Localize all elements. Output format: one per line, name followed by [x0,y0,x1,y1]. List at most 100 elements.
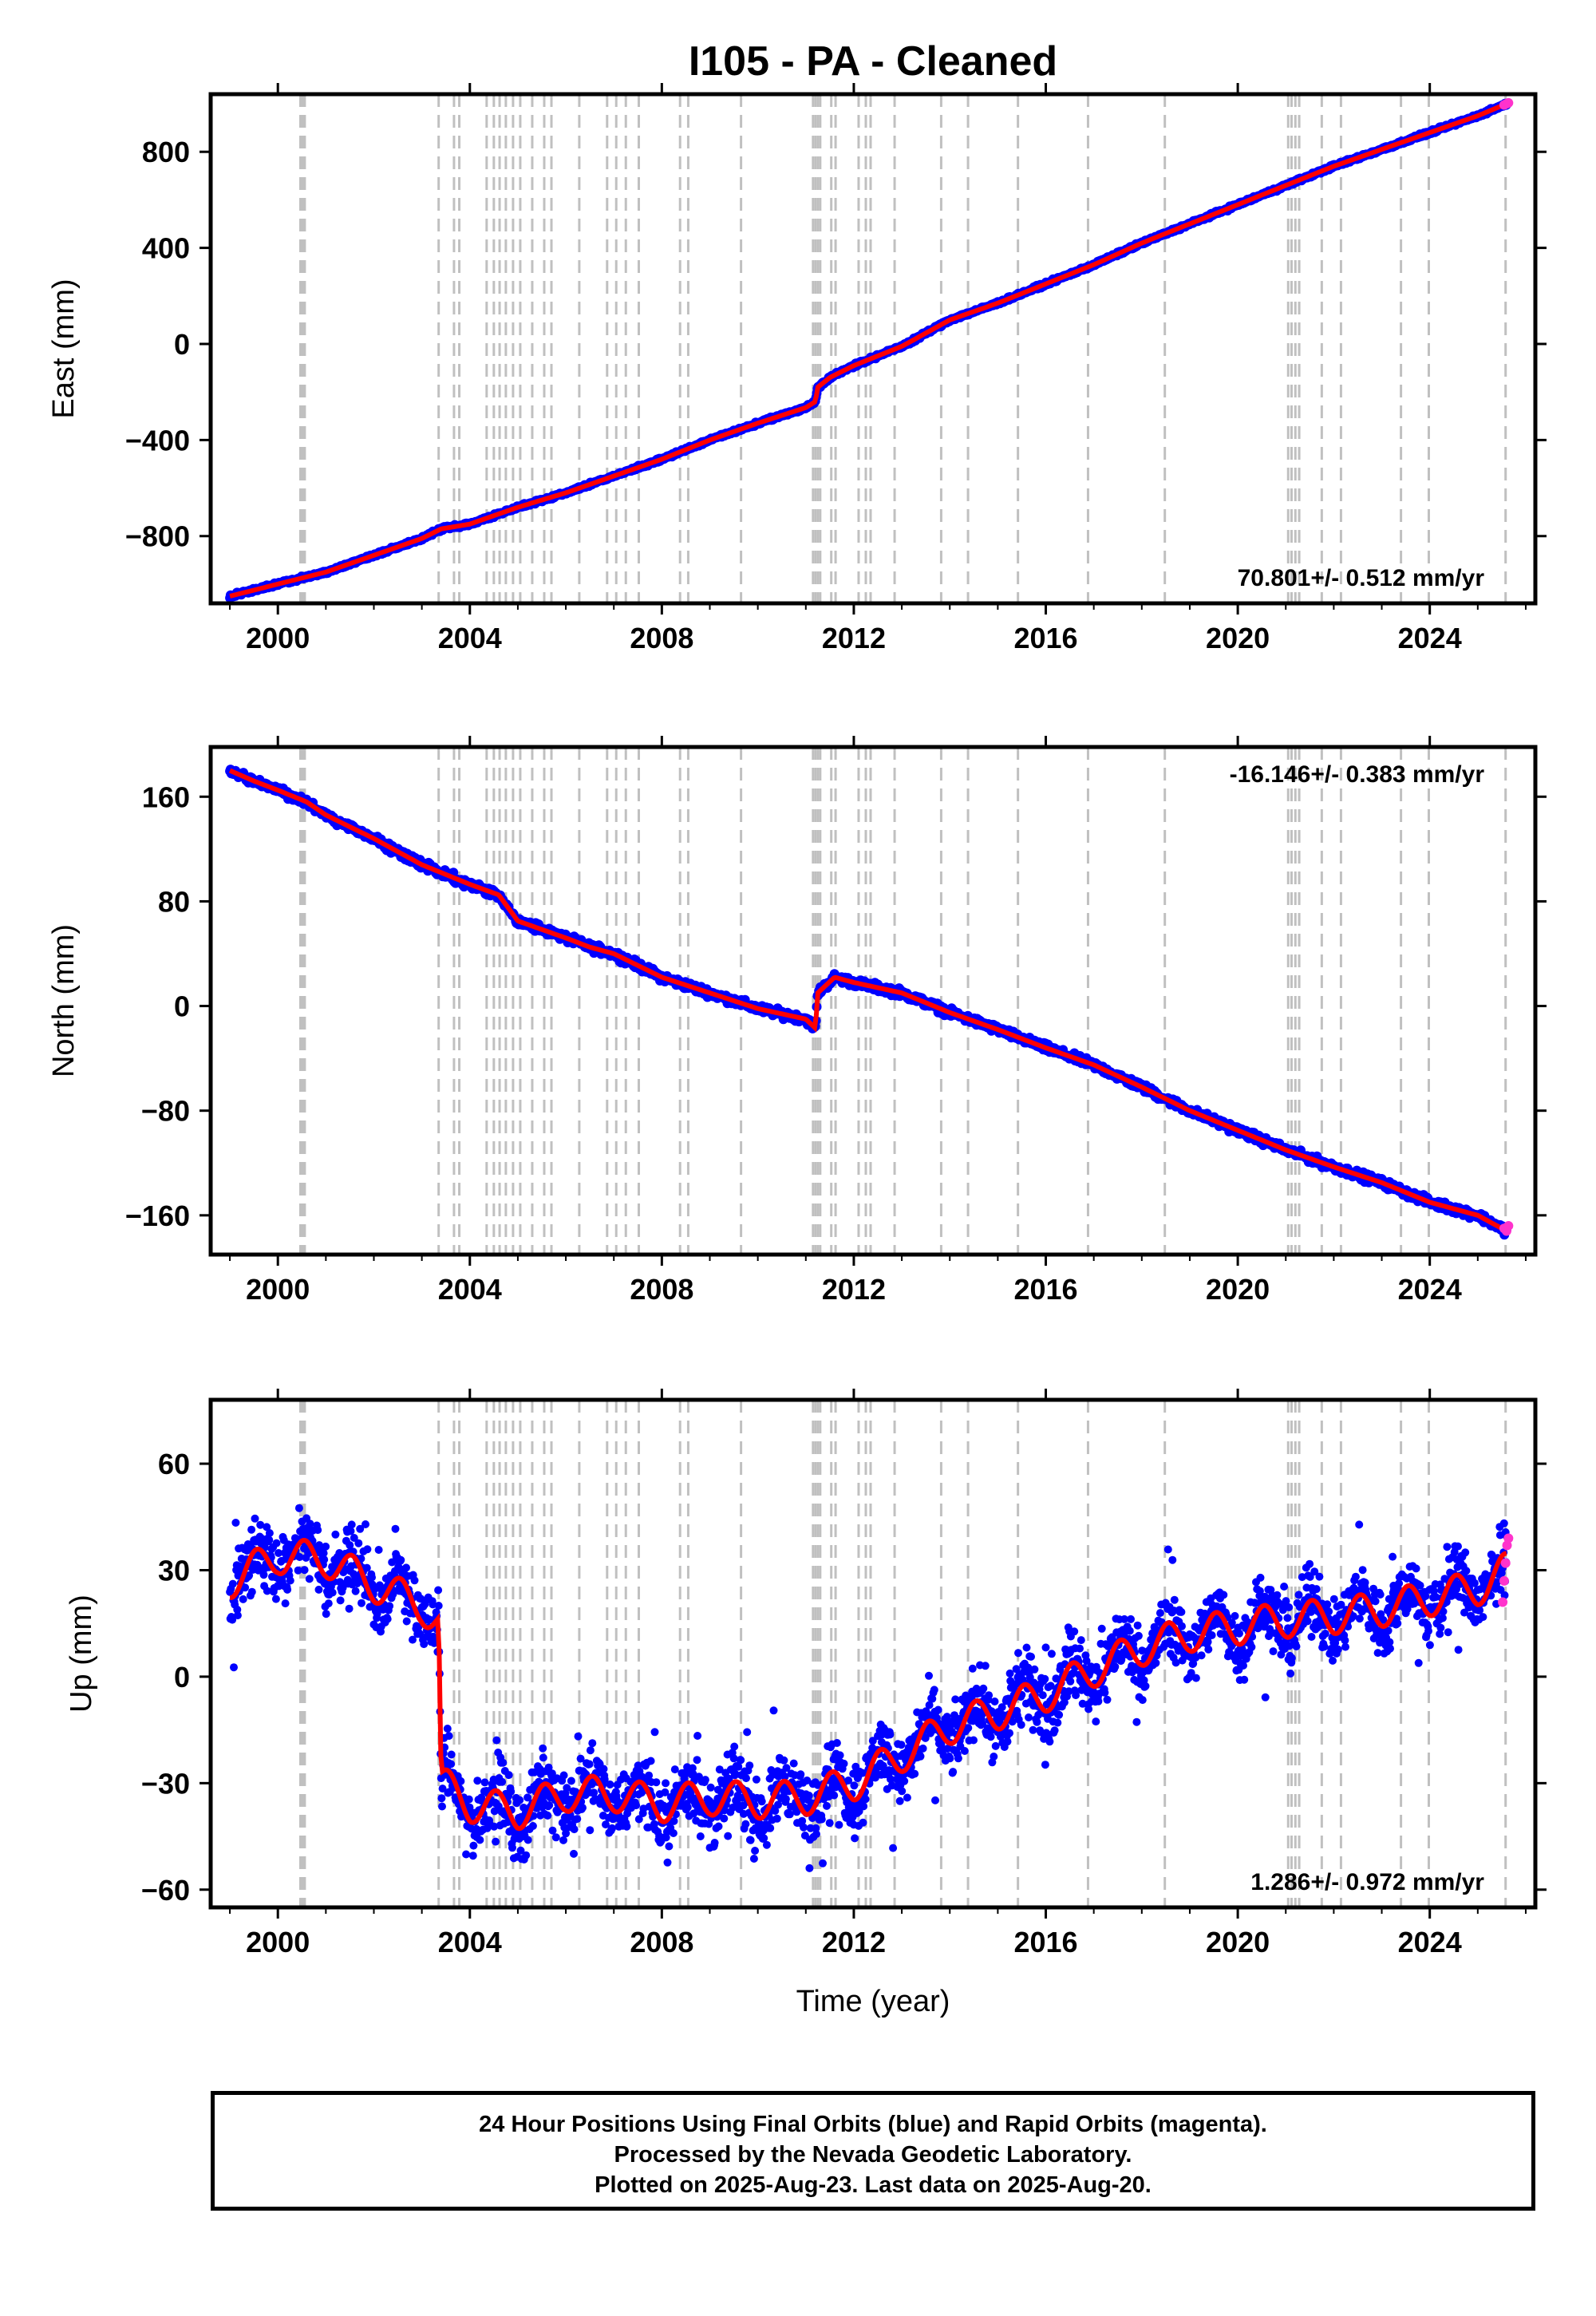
final-orbit-point [410,1576,419,1585]
final-orbit-point [383,1614,392,1623]
y-tick-label: −400 [125,424,190,456]
final-orbit-point [469,1841,478,1850]
final-orbit-point [499,1758,508,1767]
final-orbit-point [345,1604,354,1613]
east-plot-area [225,94,1514,603]
y-tick-label: 80 [158,885,190,918]
final-orbit-point [567,1777,575,1785]
final-orbit-point [585,1760,594,1769]
final-orbit-point [447,1750,456,1759]
final-orbit-point [420,1640,429,1649]
final-orbit-point [522,1851,531,1860]
final-orbit-point [245,1571,254,1579]
final-orbit-point [437,1794,446,1803]
final-orbit-point [438,1784,447,1793]
final-orbit-point [305,1575,314,1583]
final-orbit-point [693,1756,701,1765]
final-orbit-point [757,1797,766,1806]
final-orbit-point [492,1837,500,1846]
final-orbit-point [322,1542,330,1551]
east-y-axis-label: East (mm) [47,279,81,418]
y-tick-label: 0 [174,328,190,361]
final-orbit-point [745,1761,754,1770]
final-orbit-point [645,1771,654,1780]
final-orbit-point [363,1545,372,1554]
final-orbit-point [683,1803,692,1812]
final-orbit-point [306,1520,314,1528]
final-orbit-point [314,1585,323,1594]
final-orbit-point [545,1801,554,1809]
final-orbit-point [295,1553,304,1561]
final-orbit-point [742,1774,750,1783]
final-orbit-point [425,1615,433,1624]
final-orbit-point [361,1520,369,1528]
final-orbit-point [769,1706,778,1715]
x-tick-label: 2020 [1206,1273,1270,1306]
final-orbit-point [720,1814,729,1823]
final-orbit-point [586,1746,595,1755]
final-orbit-point [743,1728,752,1737]
final-orbit-point [247,1525,256,1534]
final-orbit-point [730,1742,739,1751]
final-orbit-point [362,1563,371,1572]
final-orbit-point [228,1579,237,1588]
x-tick-label: 2012 [822,1273,886,1306]
north-model-line [228,768,1508,1234]
x-tick-label: 2016 [1013,622,1077,654]
final-orbit-point [498,1777,507,1786]
rapid-orbit-point [1503,97,1514,108]
final-orbit-point [559,1771,568,1780]
north-rate-label: -16.146+/- 0.383 mm/yr [1230,761,1485,788]
final-orbit-point [281,1599,290,1608]
final-orbit-point [646,1757,655,1765]
final-orbit-point [710,1839,719,1847]
final-orbit-point [547,1769,556,1778]
final-orbit-point [632,1801,641,1810]
final-orbit-point [504,1771,513,1780]
final-orbit-point [328,1588,337,1597]
final-orbit-point [256,1520,265,1529]
final-orbit-point [741,1820,750,1828]
final-orbit-point [570,1825,579,1834]
final-orbit-point [701,1776,709,1784]
x-tick-label: 2000 [246,1273,310,1306]
final-orbit-point [706,1783,715,1792]
final-orbit-point [599,1765,608,1773]
north-y-axis-label: North (mm) [47,924,81,1077]
final-orbit-point [644,1823,653,1832]
final-orbit-point [385,1602,394,1611]
final-orbit-point [368,1573,376,1582]
x-tick-label: 2024 [1398,622,1462,654]
final-orbit-point [271,1595,280,1603]
final-orbit-point [586,1826,595,1835]
final-orbit-point [239,1595,247,1603]
final-orbit-point [562,1829,571,1838]
final-orbit-point [590,1788,598,1797]
north-plot-area [225,747,1514,1255]
y-tick-label: 160 [142,781,190,813]
final-orbit-point [766,1824,775,1832]
final-orbit-point [476,1836,484,1844]
final-orbit-point [275,1549,282,1557]
final-orbit-point [634,1815,643,1824]
final-orbit-point [661,1788,670,1796]
x-tick-label: 2020 [1206,622,1270,654]
final-orbit-point [731,1769,740,1778]
final-orbit-point [374,1546,383,1554]
final-orbit-point [464,1795,473,1804]
final-orbit-point [573,1815,582,1824]
final-orbit-point [346,1541,354,1550]
final-orbit-point [402,1617,411,1626]
final-orbit-point [272,1539,281,1547]
final-orbit-point [259,1571,268,1579]
final-orbit-point [608,1824,616,1832]
final-orbit-point [241,1583,250,1592]
final-orbit-point [516,1796,524,1804]
x-tick-label: 2004 [438,1273,502,1306]
final-orbit-point [233,1605,242,1614]
final-orbit-point [473,1777,482,1785]
final-orbit-point [551,1833,560,1842]
final-orbit-point [662,1779,670,1788]
